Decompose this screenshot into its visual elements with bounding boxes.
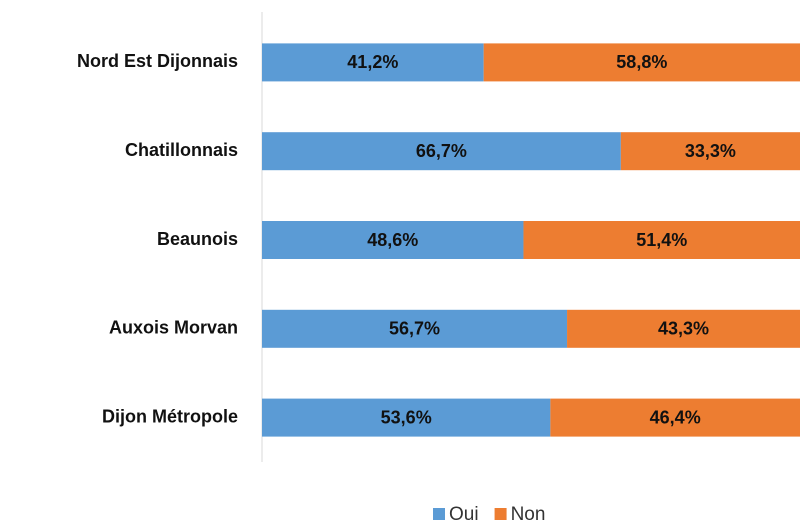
category-label: Auxois Morvan (109, 318, 238, 338)
bar-segment (523, 221, 800, 259)
bar-segment (262, 43, 484, 82)
legend-label: Oui (449, 504, 479, 525)
bar-segment (620, 132, 800, 171)
data-label: 43,3% (658, 319, 709, 339)
data-label: 56,7% (389, 319, 440, 339)
legend-swatch (433, 508, 445, 520)
bar-segment (262, 221, 524, 259)
bar-segment (550, 398, 800, 437)
data-label: 48,6% (367, 230, 418, 250)
data-label: 53,6% (381, 407, 432, 427)
category-label: Beaunois (157, 229, 238, 249)
category-label: Dijon Métropole (102, 406, 238, 426)
category-label: Chatillonnais (125, 140, 238, 160)
bar-segment (262, 132, 621, 171)
data-label: 66,7% (416, 141, 467, 161)
data-label: 46,4% (650, 407, 701, 427)
bar-segment (262, 398, 551, 437)
bar-segment (567, 309, 800, 348)
legend-swatch (494, 508, 507, 520)
bar-segment (483, 43, 800, 82)
data-label: 33,3% (685, 141, 736, 161)
legend-label: Non (511, 504, 546, 525)
category-label: Nord Est Dijonnais (77, 51, 238, 71)
data-label: 41,2% (347, 52, 398, 72)
data-label: 58,8% (616, 52, 667, 72)
bar-segment (262, 309, 568, 348)
data-label: 51,4% (636, 230, 687, 250)
